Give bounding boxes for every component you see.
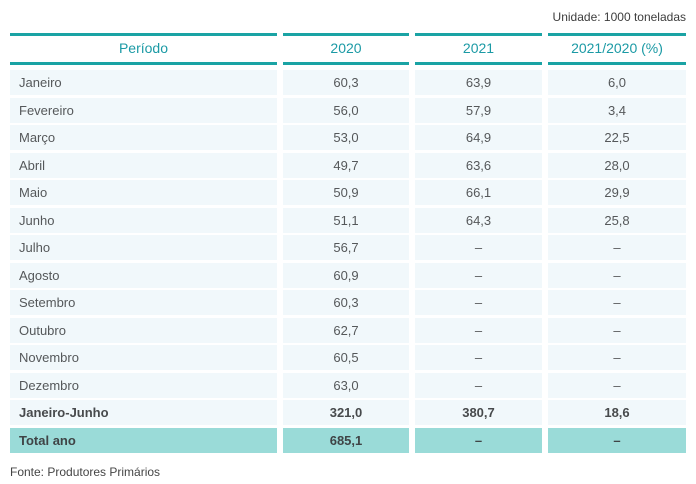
table-row: Outubro 62,7 – –: [10, 317, 686, 343]
value-2020-cell: 685,1: [283, 427, 409, 453]
period-cell: Dezembro: [10, 372, 277, 398]
period-cell: Agosto: [10, 262, 277, 288]
period-cell: Setembro: [10, 290, 277, 315]
value-2021-cell: 64,9: [415, 125, 542, 150]
column-header-period: Período: [10, 33, 277, 65]
value-2020-cell: 62,7: [283, 317, 409, 343]
value-2020-cell: 60,5: [283, 345, 409, 370]
ratio-cell: –: [548, 290, 686, 315]
value-2020-cell: 63,0: [283, 372, 409, 398]
ratio-cell: 28,0: [548, 152, 686, 178]
column-header-2020: 2020: [283, 33, 409, 65]
period-cell: Maio: [10, 180, 277, 205]
table-body: Janeiro 60,3 63,9 6,0 Fevereiro 56,0 57,…: [10, 70, 686, 453]
table-header-row: Período 2020 2021 2021/2020 (%): [10, 33, 686, 65]
value-2021-cell: –: [415, 427, 542, 453]
table-row: Janeiro 60,3 63,9 6,0: [10, 70, 686, 95]
table-row: Dezembro 63,0 – –: [10, 372, 686, 398]
value-2020-cell: 60,9: [283, 262, 409, 288]
period-cell: Novembro: [10, 345, 277, 370]
ratio-cell: –: [548, 372, 686, 398]
period-cell: Total ano: [10, 427, 277, 453]
table-row: Abril 49,7 63,6 28,0: [10, 152, 686, 178]
column-header-2021: 2021: [415, 33, 542, 65]
period-cell: Abril: [10, 152, 277, 178]
ratio-cell: 18,6: [548, 400, 686, 425]
value-2020-cell: 321,0: [283, 400, 409, 425]
table-row: Março 53,0 64,9 22,5: [10, 125, 686, 150]
table-row: Agosto 60,9 – –: [10, 262, 686, 288]
value-2020-cell: 60,3: [283, 290, 409, 315]
period-cell: Janeiro: [10, 70, 277, 95]
value-2021-cell: 63,6: [415, 152, 542, 178]
ratio-cell: 29,9: [548, 180, 686, 205]
period-cell: Outubro: [10, 317, 277, 343]
column-header-ratio: 2021/2020 (%): [548, 33, 686, 65]
value-2020-cell: 56,7: [283, 235, 409, 260]
value-2020-cell: 49,7: [283, 152, 409, 178]
table-row: Junho 51,1 64,3 25,8: [10, 207, 686, 233]
table-row: Fevereiro 56,0 57,9 3,4: [10, 97, 686, 123]
ratio-cell: –: [548, 317, 686, 343]
value-2020-cell: 56,0: [283, 97, 409, 123]
period-cell: Janeiro-Junho: [10, 400, 277, 425]
value-2020-cell: 53,0: [283, 125, 409, 150]
table-row: Total ano 685,1 – –: [10, 427, 686, 453]
value-2021-cell: –: [415, 262, 542, 288]
ratio-cell: –: [548, 427, 686, 453]
table-row: Julho 56,7 – –: [10, 235, 686, 260]
ratio-cell: 3,4: [548, 97, 686, 123]
value-2020-cell: 60,3: [283, 70, 409, 95]
period-cell: Julho: [10, 235, 277, 260]
value-2021-cell: 380,7: [415, 400, 542, 425]
table-row: Janeiro-Junho 321,0 380,7 18,6: [10, 400, 686, 425]
value-2021-cell: –: [415, 372, 542, 398]
value-2021-cell: 64,3: [415, 207, 542, 233]
unit-label: Unidade: 1000 toneladas: [552, 10, 686, 24]
value-2021-cell: –: [415, 345, 542, 370]
source-label: Fonte: Produtores Primários: [10, 464, 161, 479]
period-cell: Fevereiro: [10, 97, 277, 123]
value-2021-cell: –: [415, 235, 542, 260]
ratio-cell: –: [548, 345, 686, 370]
ratio-cell: 25,8: [548, 207, 686, 233]
table-row: Novembro 60,5 – –: [10, 345, 686, 370]
ratio-cell: –: [548, 235, 686, 260]
ratio-cell: 22,5: [548, 125, 686, 150]
period-cell: Junho: [10, 207, 277, 233]
period-cell: Março: [10, 125, 277, 150]
value-2021-cell: –: [415, 290, 542, 315]
value-2020-cell: 51,1: [283, 207, 409, 233]
ratio-cell: –: [548, 262, 686, 288]
value-2020-cell: 50,9: [283, 180, 409, 205]
ratio-cell: 6,0: [548, 70, 686, 95]
table-row: Setembro 60,3 – –: [10, 290, 686, 315]
value-2021-cell: 57,9: [415, 97, 542, 123]
value-2021-cell: 66,1: [415, 180, 542, 205]
value-2021-cell: 63,9: [415, 70, 542, 95]
table-row: Maio 50,9 66,1 29,9: [10, 180, 686, 205]
value-2021-cell: –: [415, 317, 542, 343]
